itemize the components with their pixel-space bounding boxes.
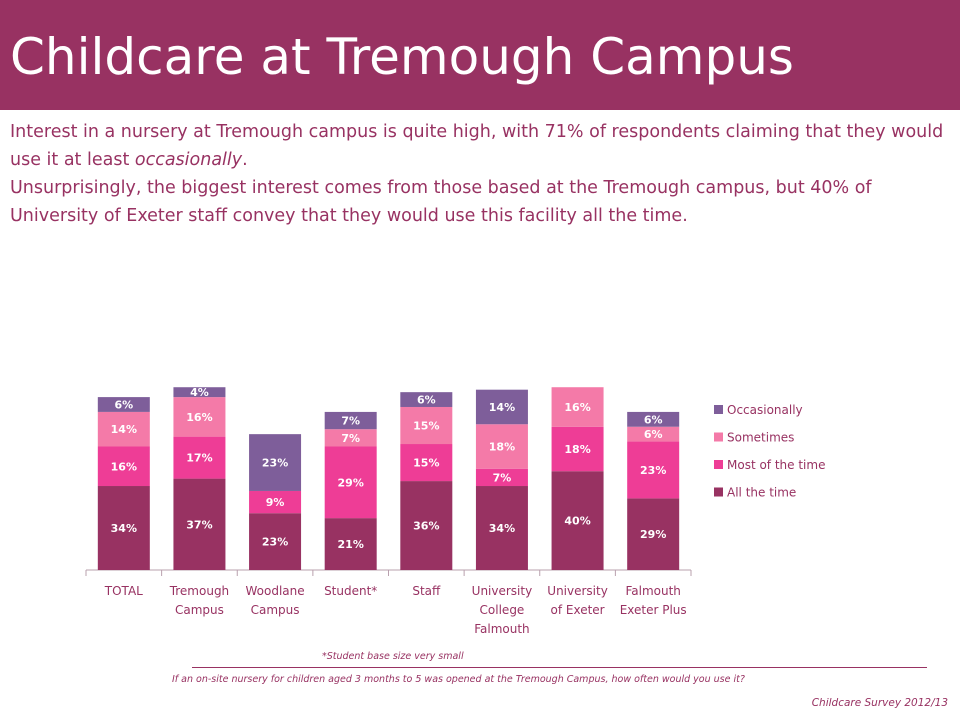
bar-value-label: 18% — [489, 441, 515, 454]
x-tick-label: Staff — [412, 584, 441, 598]
bar-segment — [324, 429, 377, 447]
bar-value-label: 4% — [190, 386, 209, 399]
bar-value-label: 23% — [262, 457, 288, 470]
bar-segment — [400, 392, 453, 407]
bar-segment — [475, 389, 528, 425]
bar-value-label: 29% — [640, 528, 666, 541]
bar-segment — [400, 481, 453, 570]
x-tick-label: University College Falmouth — [472, 584, 533, 636]
x-tick-label: Falmouth Exeter Plus — [620, 584, 687, 617]
bar-value-label: 6% — [644, 428, 663, 441]
bar-segment — [173, 387, 226, 398]
bar-value-label: 7% — [341, 432, 360, 445]
bar-segment — [173, 436, 226, 479]
bar-value-label: 16% — [111, 460, 137, 473]
bar-segment — [249, 490, 302, 514]
bar-value-label: 29% — [338, 476, 364, 489]
bar-segment — [324, 446, 377, 519]
title-bar: Childcare at Tremough Campus — [0, 0, 960, 110]
bar-value-label: 15% — [413, 420, 439, 433]
x-tick-label: Woodlane Campus — [245, 584, 304, 617]
bar-segment — [551, 471, 604, 570]
bar-segment — [400, 444, 453, 482]
bar-value-label: 14% — [489, 401, 515, 414]
legend-swatch — [714, 487, 723, 497]
bar-segment — [173, 478, 226, 570]
bar-value-label: 7% — [341, 415, 360, 428]
legend-swatch — [714, 460, 723, 469]
bar-value-label: 15% — [413, 457, 439, 470]
x-tick-label: Student* — [324, 584, 377, 598]
bar-value-label: 6% — [114, 399, 133, 412]
bar-value-label: 16% — [186, 411, 212, 424]
bar-segment — [627, 426, 680, 442]
intro-paragraph-2: Unsurprisingly, the biggest interest com… — [10, 178, 872, 226]
bar-value-label: 34% — [111, 522, 137, 535]
legend-label: Sometimes — [727, 431, 794, 445]
bar-segment — [627, 498, 680, 570]
bar-value-label: 7% — [493, 471, 512, 484]
legend-label: Occasionally — [727, 403, 803, 417]
legend-label: All the time — [727, 486, 796, 500]
bar-segment — [475, 424, 528, 469]
student-base-note: *Student base size very small — [322, 651, 464, 662]
bar-value-label: 34% — [489, 522, 515, 535]
x-tick-label: TOTAL — [104, 584, 143, 598]
bar-value-label: 17% — [186, 452, 212, 465]
bar-value-label: 16% — [564, 401, 590, 414]
bar-value-label: 37% — [186, 518, 212, 531]
legend-swatch — [714, 432, 723, 442]
bar-value-label: 14% — [111, 423, 137, 436]
bar-segment — [324, 411, 377, 430]
bar-segment — [551, 387, 604, 427]
bar-segment — [627, 441, 680, 499]
x-tick-label: University of Exeter — [547, 584, 608, 617]
bar-value-label: 23% — [640, 464, 666, 477]
bar-segment — [627, 411, 680, 427]
bar-segment — [551, 426, 604, 472]
bar-value-label: 21% — [338, 538, 364, 551]
bar-segment — [173, 397, 226, 437]
bar-value-label: 36% — [413, 520, 439, 533]
bar-value-label: 40% — [564, 515, 590, 528]
bar-segment — [324, 518, 377, 570]
footer-divider — [192, 667, 927, 668]
bar-value-label: 6% — [417, 394, 436, 407]
x-tick-label: Tremough Campus — [169, 584, 229, 617]
intro-text-end: . — [242, 150, 248, 170]
bar-value-label: 6% — [644, 413, 663, 426]
bar-segment — [97, 397, 150, 412]
page-title: Childcare at Tremough Campus — [10, 28, 794, 86]
survey-label: Childcare Survey 2012/13 — [811, 697, 948, 709]
intro-paragraph-1: Interest in a nursery at Tremough campus… — [10, 118, 950, 174]
bar-segment — [249, 434, 302, 491]
bar-segment — [97, 486, 150, 570]
bar-value-label: 23% — [262, 536, 288, 549]
bar-value-label: 18% — [564, 443, 590, 456]
bar-value-label: 9% — [266, 496, 285, 509]
bar-segment — [249, 513, 302, 570]
bar-segment — [475, 468, 528, 487]
legend-label: Most of the time — [727, 458, 825, 472]
survey-question: If an on-site nursery for children aged … — [172, 674, 745, 685]
bar-segment — [97, 411, 150, 447]
bar-segment — [97, 446, 150, 487]
intro-text: Interest in a nursery at Tremough campus… — [10, 122, 944, 170]
legend-swatch — [714, 405, 723, 414]
intro-emphasis: occasionally — [134, 150, 243, 170]
bar-segment — [475, 486, 528, 570]
bar-segment — [400, 406, 453, 445]
